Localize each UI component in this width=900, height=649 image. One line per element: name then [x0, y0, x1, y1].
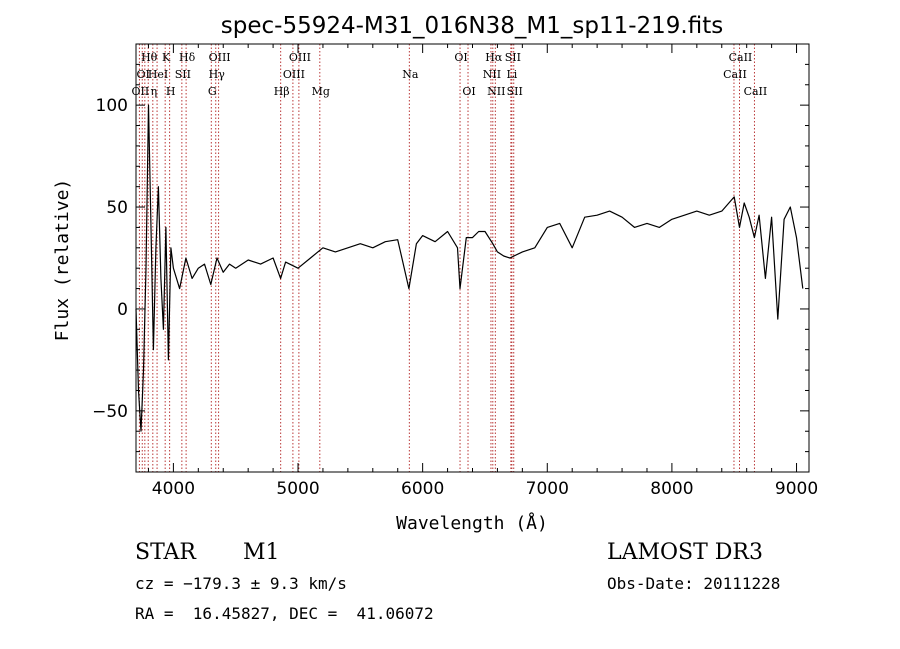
spectral-line-label: η [151, 85, 158, 98]
spectral-line-label: OI [462, 85, 475, 98]
spectral-line-labels: OII OI Hθ η HeI K H SII Hδ G Hγ OIII Hβ OIII OIII Mg Na O… [132, 51, 768, 98]
spectral-line-label: SII [175, 68, 191, 81]
y-tick-label: 50 [106, 198, 128, 218]
spectral-line-label: OII [132, 85, 150, 98]
spectral-line-label: K [162, 51, 171, 64]
spectral-line-label: Hβ [274, 85, 290, 98]
spectral-line-label: Mg [312, 85, 330, 98]
spectral-line-label: OIII [289, 51, 311, 64]
spectral-line-label: G [208, 85, 217, 98]
spectrum-series-line [135, 104, 804, 432]
spectral-line-label: OIII [209, 51, 231, 64]
x-tick-label: 5000 [276, 479, 319, 499]
axis-tick-labels: 4000 5000 6000 7000 8000 9000 −50 0 50 100 [92, 96, 818, 499]
y-axis-label: Flux (relative) [52, 179, 73, 342]
y-tick-label: −50 [92, 402, 128, 422]
spectral-line-label: OI [454, 51, 467, 64]
spectral-line-label: Li [506, 68, 517, 81]
spectral-line-label: Hθ [141, 51, 158, 64]
x-tick-label: 4000 [152, 479, 195, 499]
spectral-line-label: SII [505, 51, 521, 64]
spectral-line-label: SII [507, 85, 523, 98]
chart-title: spec-55924-M31_016N38_M1_sp11-219.fits [221, 13, 723, 39]
spectral-line-label: HeI [148, 68, 168, 81]
spectral-line-label: Hδ [179, 51, 196, 64]
survey-name: LAMOST DR3 [607, 540, 763, 565]
x-tick-label: 9000 [775, 479, 818, 499]
x-tick-label: 6000 [401, 479, 444, 499]
spectral-line-label: NII [487, 85, 505, 98]
spectral-line-label: OI [137, 68, 150, 81]
coordinates: RA = 16.45827, DEC = 41.06072 [135, 604, 434, 623]
object-class: STAR [135, 540, 196, 565]
spectral-line-markers [138, 44, 755, 472]
spectral-line-label: OIII [283, 68, 305, 81]
spectral-line-label: CaII [729, 51, 753, 64]
object-subclass: M1 [243, 540, 280, 565]
spectral-line-label: NII [483, 68, 501, 81]
spectral-line-label: H [166, 85, 176, 98]
x-tick-label: 7000 [526, 479, 569, 499]
y-tick-label: 0 [117, 300, 128, 320]
spectral-line-label: Na [402, 68, 419, 81]
y-tick-label: 100 [96, 96, 128, 116]
redshift-velocity: cz = −179.3 ± 9.3 km/s [135, 574, 347, 593]
spectral-line-label: CaII [723, 68, 747, 81]
axis-ticks [136, 43, 809, 473]
plot-frame [135, 43, 810, 473]
spectral-line-label: CaII [744, 85, 768, 98]
spectral-line-label: Hα [485, 51, 503, 64]
observation-date: Obs-Date: 20111228 [607, 574, 781, 593]
x-tick-label: 8000 [650, 479, 693, 499]
x-axis-label: Wavelength (Å) [396, 512, 548, 534]
spectral-line-label: Hγ [209, 68, 226, 81]
